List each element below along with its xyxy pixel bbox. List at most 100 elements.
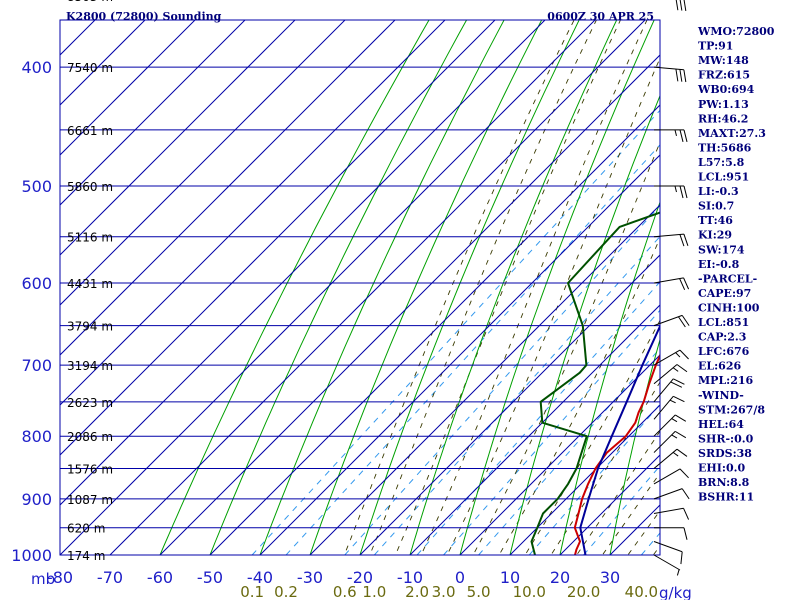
dry-adiabat-line: [509, 94, 660, 555]
pressure-tick-label: 1000: [11, 546, 52, 565]
height-labels: 16460 m13980 m12230 m10810 m9580 m8503 m…: [67, 0, 113, 563]
moist-adiabat-line: [550, 381, 660, 555]
index-line: TP:91: [698, 40, 733, 53]
index-line: BRN:8.8: [698, 476, 750, 489]
mixing-ratio-tick-label: 3.0: [432, 583, 456, 600]
valid-time: 0600Z 30 APR 25: [547, 10, 654, 23]
plot-frame: [59, 19, 661, 556]
temperature-tick-label: 0: [455, 568, 465, 587]
moist-adiabat-line: [420, 20, 648, 555]
wind-barb: [653, 448, 688, 469]
isotherm-line: [259, 154, 660, 555]
temperature-tick-label: -30: [297, 568, 323, 587]
height-label: 4431 m: [67, 277, 113, 291]
index-line: -WIND-: [698, 389, 744, 402]
temperature-tick-label: 20: [550, 568, 570, 587]
height-label: 174 m: [67, 549, 105, 563]
mixing-ratio-tick-label: 20.0: [567, 583, 600, 600]
dry-adiabat-line: [559, 200, 660, 555]
wind-barb: [653, 349, 689, 366]
height-label: 2086 m: [67, 430, 113, 444]
pressure-tick-label: 900: [21, 490, 52, 509]
wind-barb: [653, 364, 688, 385]
mixing-ratio-tick-label: 0.2: [274, 583, 298, 600]
temperature-tick-label: 30: [600, 568, 620, 587]
dry-adiabats: [159, 20, 660, 555]
height-label: 3794 m: [67, 320, 113, 334]
index-line: RH:46.2: [698, 112, 748, 125]
temperature-tick-label: -20: [347, 568, 373, 587]
isotherm-line: [60, 20, 496, 456]
height-label: 5116 m: [67, 231, 113, 245]
mixing-ratio-line: [285, 144, 660, 555]
moist-adiabat-line: [524, 319, 660, 555]
temperature-tick-label: -10: [397, 568, 423, 587]
dry-adiabat-line: [359, 20, 580, 555]
temperature-tick-label: -60: [147, 568, 173, 587]
index-line: EI:-0.8: [698, 258, 740, 271]
index-line: MW:148: [698, 54, 749, 67]
index-line: BSHR:11: [698, 491, 754, 504]
dry-adiabat-line: [609, 337, 660, 555]
isotherm-line: [60, 20, 396, 356]
wind-barb: [653, 414, 687, 437]
index-line: KI:29: [698, 229, 732, 242]
wind-barb: [675, 0, 687, 11]
station-title: K2800 (72800) Sounding: [66, 10, 222, 23]
temperature-profile-line: [573, 353, 660, 555]
temperature-tick-label: -40: [247, 568, 273, 587]
index-line: EHI:0.0: [698, 462, 745, 475]
isotherm-line: [359, 254, 660, 555]
index-line: WMO:72800: [697, 25, 775, 38]
temperature-tick-label: 10: [500, 568, 520, 587]
pressure-tick-labels: 1002003004005006007008009001000: [11, 58, 52, 565]
height-label: 6661 m: [67, 124, 113, 138]
height-label: 8503 m: [67, 0, 113, 4]
index-line: LCL:951: [698, 171, 749, 184]
mixing-ratio-tick-label: 40.0: [625, 583, 658, 600]
wind-barb: [653, 233, 689, 247]
temperature-tick-label: -80: [47, 568, 73, 587]
wind-barb: [653, 554, 681, 576]
mixing-ratio-line: [251, 109, 660, 555]
pressure-tick-label: 400: [21, 58, 52, 77]
isotherm-line: [159, 54, 660, 555]
index-line: FRZ:615: [698, 69, 750, 82]
mixing-ratio-tick-label: 0.6: [333, 583, 357, 600]
height-label: 1576 m: [67, 462, 113, 476]
index-line: MAXT:27.3: [698, 127, 766, 140]
wind-barbs: [653, 0, 690, 576]
index-line: PW:1.13: [698, 98, 749, 111]
moist-adiabats: [343, 20, 660, 555]
temperature-tick-label: -50: [197, 568, 223, 587]
index-line: HEL:64: [698, 418, 744, 431]
isotherm-line: [209, 104, 660, 555]
mixing-ratio-tick-label: 10.0: [513, 583, 546, 600]
wind-barb: [653, 314, 690, 328]
moist-adiabat-line: [498, 236, 660, 555]
isotherm-line: [309, 204, 660, 555]
temperature-tick-label: -70: [97, 568, 123, 587]
moist-adiabat-line: [369, 20, 597, 555]
index-line: SRDS:38: [698, 447, 752, 460]
wind-barb: [654, 129, 688, 142]
index-line: STM:267/8: [698, 403, 765, 416]
moist-adiabat-line: [343, 20, 575, 555]
wind-barb: [653, 277, 690, 291]
sounding-profiles: [530, 211, 660, 555]
dewpoint-profile-line: [530, 211, 660, 555]
isobars: [60, 66, 660, 555]
pressure-tick-label: 700: [21, 356, 52, 375]
mixing-ratio-tick-labels: 0.1 0.2 0.6 1.0 2.0 3.0 5.0 10.0 20.0 40.0: [240, 583, 658, 600]
index-line: CINH:100: [698, 301, 760, 314]
index-line: LI:-0.3: [698, 185, 739, 198]
wind-barb: [653, 378, 685, 403]
wind-barb: [653, 507, 690, 520]
dry-adiabat-line: [259, 20, 505, 555]
height-label: 5860 m: [67, 180, 113, 194]
wind-barb: [653, 488, 690, 500]
isotherms: [60, 20, 660, 555]
mixing-ratio-lines: [251, 109, 660, 555]
index-line: SW:174: [698, 243, 745, 256]
